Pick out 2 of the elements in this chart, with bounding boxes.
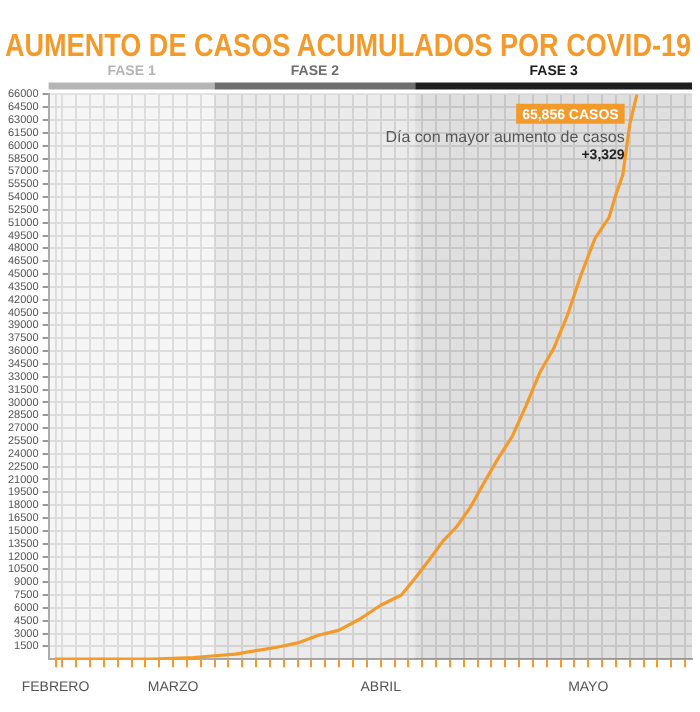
chart-title: AUMENTO DE CASOS ACUMULADOS POR COVID-19 xyxy=(4,30,692,65)
annotation: Día con mayor aumento de casos xyxy=(385,128,625,147)
